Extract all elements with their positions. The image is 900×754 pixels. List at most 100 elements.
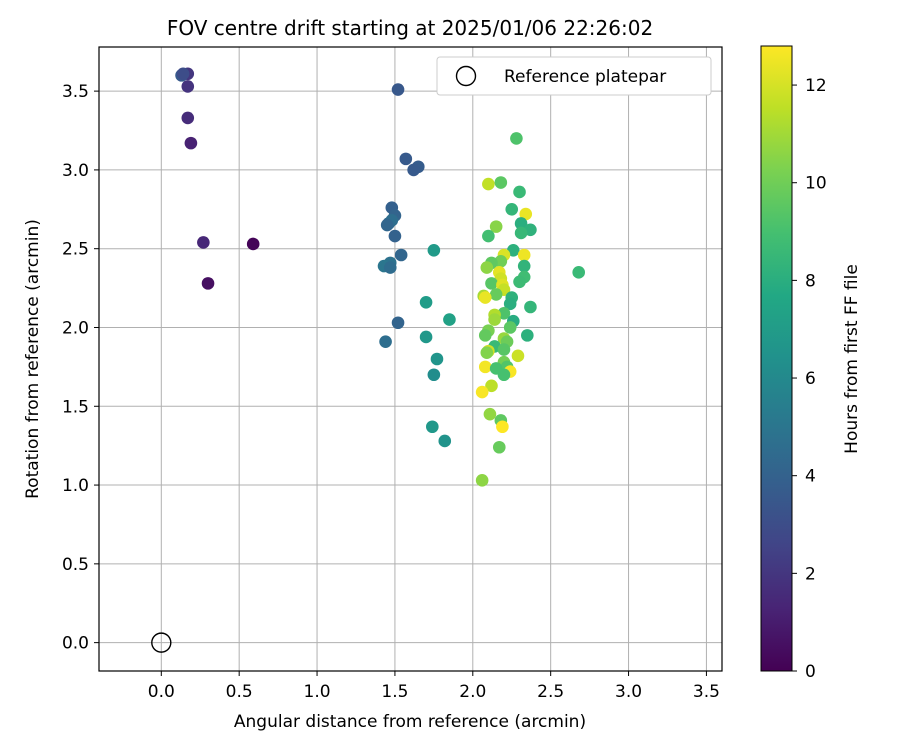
legend-marker-icon: [455, 65, 477, 87]
scatter-point: [419, 330, 433, 344]
y-tick-label: 2.0: [62, 318, 89, 338]
scatter-point: [483, 407, 497, 421]
scatter-point: [379, 335, 392, 348]
y-axis-label: Rotation from reference (arcmin): [23, 219, 43, 499]
scatter-point: [426, 420, 439, 434]
scatter-point: [197, 236, 210, 249]
scatter-point: [399, 152, 413, 166]
legend-box: [436, 56, 712, 96]
colorbar-tick-label: 0: [805, 662, 816, 682]
scatter-point: [514, 217, 528, 230]
colorbar-tick-label: 2: [805, 564, 816, 584]
plot-frame: [98, 46, 723, 672]
scatter-point: [489, 220, 503, 233]
reference-marker: [151, 632, 172, 653]
scatter-point: [494, 176, 508, 189]
y-tick-label: 3.5: [62, 82, 89, 102]
x-tick-label: 2.5: [537, 682, 564, 702]
scatter-point: [478, 360, 492, 374]
scatter-point: [511, 349, 525, 363]
scatter-point: [394, 248, 408, 262]
scatter-point: [517, 259, 531, 273]
scatter-point: [246, 237, 260, 251]
colorbar-tick-label: 4: [805, 467, 816, 487]
scatter-point: [506, 243, 520, 257]
reference-platepar-marker: [151, 632, 172, 653]
scatter-point: [480, 346, 494, 359]
scatter-point: [505, 203, 519, 216]
x-tick-label: 3.0: [615, 682, 642, 702]
y-tick-label: 1.0: [62, 476, 89, 496]
scatter-point: [407, 163, 420, 177]
scatter-point: [494, 255, 508, 268]
scatter-point: [430, 352, 444, 366]
scatter-point: [475, 474, 489, 487]
colorbar-ticks: 0 2 4 6 8 10 12: [792, 76, 827, 682]
x-tick-label: 0.0: [148, 682, 175, 702]
scatter-point: [388, 229, 402, 243]
scatter-point: [184, 136, 198, 150]
scatter-point: [492, 440, 506, 454]
scatter-point: [383, 261, 397, 274]
y-axis-ticks: 0.0 0.5 1.0 1.5 2.0 2.5 3.0 3.5: [62, 82, 99, 654]
x-tick-label: 1.5: [381, 682, 408, 702]
scatter-point: [181, 80, 195, 93]
scatter-point: [380, 218, 394, 232]
scatter-point: [514, 226, 528, 240]
legend: Reference platepar: [436, 56, 712, 96]
scatter-point: [485, 277, 498, 290]
scatter-point: [503, 297, 517, 311]
x-tick-label: 0.5: [226, 682, 253, 702]
y-tick-label: 1.5: [62, 397, 89, 417]
colorbar-tick-label: 10: [805, 174, 827, 194]
scatter-point: [391, 83, 405, 96]
x-axis-ticks: 0.0 0.5 1.0 1.5 2.0 2.5 3.0 3.5: [148, 671, 720, 702]
colorbar-tick-label: 8: [805, 271, 816, 291]
colorbar-tick-label: 12: [805, 76, 827, 96]
scatter-point: [475, 385, 489, 399]
scatter-point: [176, 67, 190, 81]
y-tick-label: 0.0: [62, 634, 89, 654]
scatter-point: [181, 111, 195, 125]
scatter-point: [478, 291, 492, 304]
colorbar: [760, 45, 793, 672]
scatter-point: [497, 368, 511, 382]
scatter-point: [513, 275, 526, 289]
scatter-point: [496, 420, 509, 434]
colorbar-label: Hours from first FF file: [842, 264, 862, 454]
scatter-point: [419, 295, 433, 309]
scatter-point: [497, 343, 511, 356]
x-tick-label: 1.0: [304, 682, 331, 702]
scatter-point: [443, 313, 456, 326]
scatter-point: [524, 300, 537, 314]
x-axis-label: Angular distance from reference (arcmin): [234, 712, 586, 732]
y-tick-label: 0.5: [62, 555, 89, 575]
scatter-point: [485, 379, 498, 393]
scatter-point: [503, 321, 517, 334]
scatter-point: [427, 368, 441, 382]
colorbar-tick-label: 6: [805, 369, 816, 389]
scatter-point: [427, 243, 441, 257]
scatter-point: [201, 277, 215, 290]
scatter-point: [497, 307, 511, 320]
scatter-point: [572, 266, 586, 279]
scatter-point: [521, 329, 534, 342]
data-points: [175, 67, 586, 487]
scatter-point: [488, 313, 501, 326]
scatter-point: [438, 434, 452, 448]
scatter-point: [391, 316, 405, 330]
x-tick-label: 3.5: [693, 682, 720, 702]
chart-title: FOV centre drift starting at 2025/01/06 …: [167, 16, 653, 40]
scatter-point: [510, 132, 523, 145]
scatter-point: [480, 261, 494, 274]
scatter-point: [478, 329, 492, 342]
x-tick-label: 2.0: [459, 682, 486, 702]
y-tick-label: 3.0: [62, 161, 89, 181]
y-tick-label: 2.5: [62, 240, 89, 260]
scatter-point: [519, 207, 533, 221]
scatter-point: [489, 288, 503, 301]
scatter-point: [482, 229, 495, 243]
